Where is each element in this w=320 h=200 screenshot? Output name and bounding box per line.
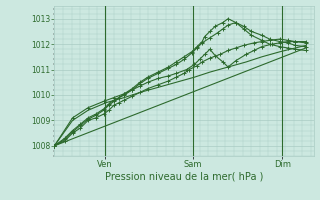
X-axis label: Pression niveau de la mer( hPa ): Pression niveau de la mer( hPa ) (105, 172, 263, 182)
